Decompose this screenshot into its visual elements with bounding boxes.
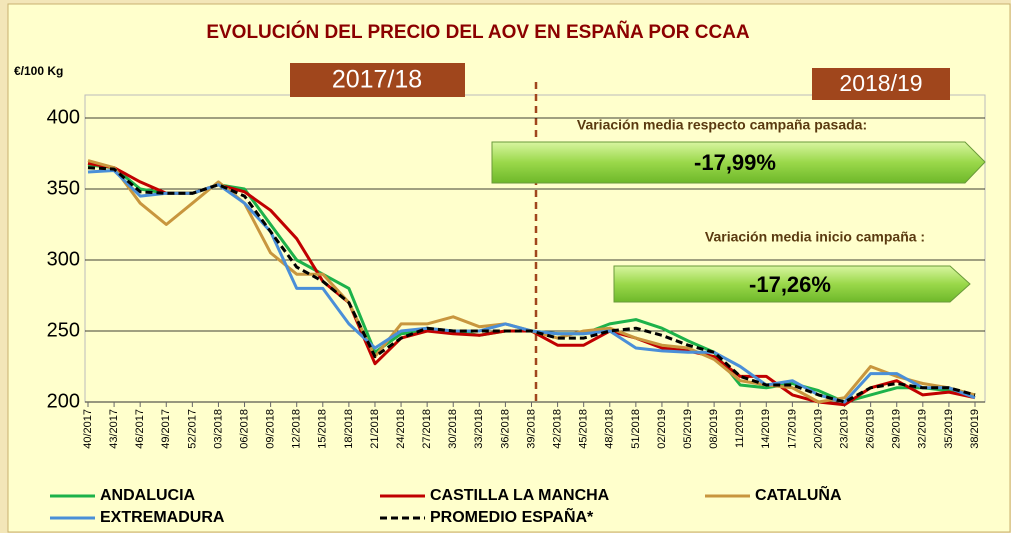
legend-label: CATALUÑA (755, 484, 842, 504)
x-tick-label: 48/2018 (604, 409, 616, 449)
x-tick-label: 14/2019 (760, 409, 772, 449)
x-tick-label: 46/2017 (134, 409, 146, 449)
x-tick-label: 35/2019 (943, 409, 955, 449)
y-tick-label: 250 (47, 319, 80, 341)
x-tick-label: 09/2018 (265, 409, 277, 449)
x-tick-label: 29/2019 (891, 409, 903, 449)
period-label: 2018/19 (839, 70, 922, 96)
arrow-box (613, 265, 971, 303)
x-tick-label: 27/2018 (421, 409, 433, 449)
x-tick-label: 32/2019 (917, 409, 929, 449)
x-tick-label: 17/2019 (786, 409, 798, 449)
annotation-value: -17,99% (694, 150, 776, 175)
x-tick-label: 20/2019 (812, 409, 824, 449)
y-tick-label: 350 (47, 177, 80, 199)
plot-area (84, 94, 986, 403)
annotation: Variación media respecto campaña pasada: (577, 117, 867, 133)
x-tick-label: 49/2017 (160, 409, 172, 449)
x-tick-label: 42/2018 (551, 409, 563, 449)
x-tick-label: 06/2018 (238, 409, 250, 449)
x-tick-label: 33/2018 (473, 409, 485, 449)
x-tick-label: 36/2018 (499, 409, 511, 449)
legend-label: EXTREMADURA (100, 509, 225, 526)
x-tick-label: 26/2019 (865, 409, 877, 449)
x-tick-label: 30/2018 (447, 409, 459, 449)
x-tick-label: 45/2018 (578, 409, 590, 449)
x-tick-label: 08/2019 (708, 409, 720, 449)
x-tick-label: 23/2019 (838, 409, 850, 449)
legend-label: CASTILLA LA MANCHA (430, 487, 610, 504)
x-tick-label: 03/2018 (212, 409, 224, 449)
x-tick-label: 21/2018 (369, 409, 381, 449)
legend-label: ANDALUCIA (100, 487, 196, 504)
x-tick-label: 15/2018 (317, 409, 329, 449)
series-line (87, 166, 976, 404)
x-tick-label: 12/2018 (291, 409, 303, 449)
chart-title: EVOLUCIÓN DEL PRECIO DEL AOV EN ESPAÑA P… (206, 21, 750, 43)
arrow-box (491, 141, 986, 184)
y-axis-label: €/100 Kg (14, 64, 63, 78)
period-label: 2017/18 (332, 66, 422, 94)
x-tick-label: 40/2017 (82, 409, 94, 449)
y-tick-label: 200 (47, 390, 80, 412)
annotation: Variación media inicio campaña : (705, 229, 925, 245)
x-tick-label: 39/2018 (525, 409, 537, 449)
x-tick-label: 51/2018 (630, 409, 642, 449)
x-tick-label: 18/2018 (343, 409, 355, 449)
y-tick-label: 300 (47, 248, 80, 270)
x-tick-label: 24/2018 (395, 409, 407, 449)
y-tick-label: 400 (47, 106, 80, 128)
x-tick-label: 43/2017 (108, 409, 120, 449)
legend-label: PROMEDIO ESPAÑA* (430, 506, 594, 526)
annotation-value: -17,26% (749, 272, 831, 297)
x-tick-label: 02/2019 (656, 409, 668, 449)
x-tick-label: 52/2017 (186, 409, 198, 449)
x-tick-label: 38/2019 (969, 409, 981, 449)
period-box (290, 63, 465, 97)
x-tick-label: 05/2019 (682, 409, 694, 449)
x-tick-label: 11/2019 (734, 409, 746, 448)
period-box (812, 68, 950, 100)
